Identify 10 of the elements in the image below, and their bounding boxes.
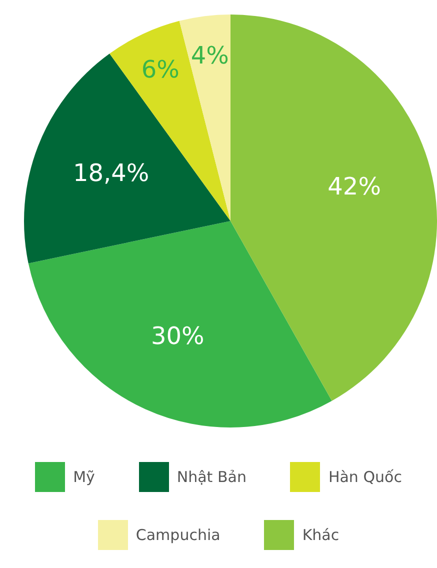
legend-label: Hàn Quốc <box>328 468 402 486</box>
data-label: 30% <box>150 322 204 350</box>
legend-label: Khác <box>302 526 340 544</box>
data-label: 18,4% <box>72 159 150 188</box>
legend-label: Mỹ <box>73 468 95 486</box>
data-label: 4% <box>190 41 229 70</box>
data-label: 42% <box>328 172 382 201</box>
legend-label: Nhật Bản <box>176 468 246 486</box>
data-label: 6% <box>141 56 180 84</box>
legend-label: Campuchia <box>136 526 220 544</box>
